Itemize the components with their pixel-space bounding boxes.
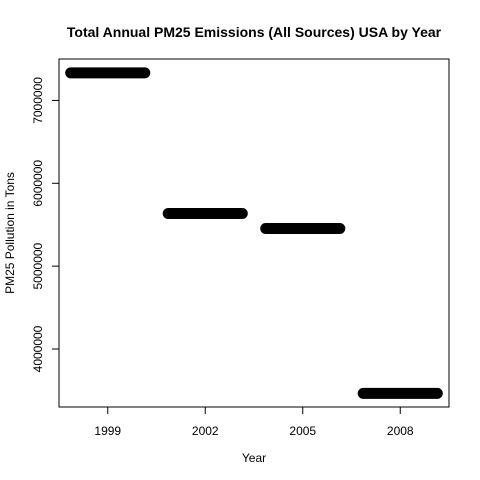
y-axis-label: PM25 Pollution in Tons (3, 172, 17, 294)
x-tick-label: 2008 (387, 424, 414, 438)
x-tick-label: 2005 (289, 424, 316, 438)
x-axis-label: Year (242, 451, 266, 465)
y-tick-label: 4000000 (31, 325, 45, 372)
x-tick-label: 2002 (192, 424, 219, 438)
x-tick-label: 1999 (94, 424, 121, 438)
y-tick-label: 6000000 (31, 160, 45, 207)
y-tick-label: 5000000 (31, 242, 45, 289)
x-axis: 1999 2002 2005 2008 (94, 406, 414, 438)
data-segments (65, 67, 443, 399)
y-axis: 4000000 5000000 6000000 7000000 (31, 77, 60, 372)
plot-area (58, 58, 450, 408)
y-tick-label: 7000000 (31, 77, 45, 124)
chart-title: Total Annual PM25 Emissions (All Sources… (67, 24, 442, 40)
